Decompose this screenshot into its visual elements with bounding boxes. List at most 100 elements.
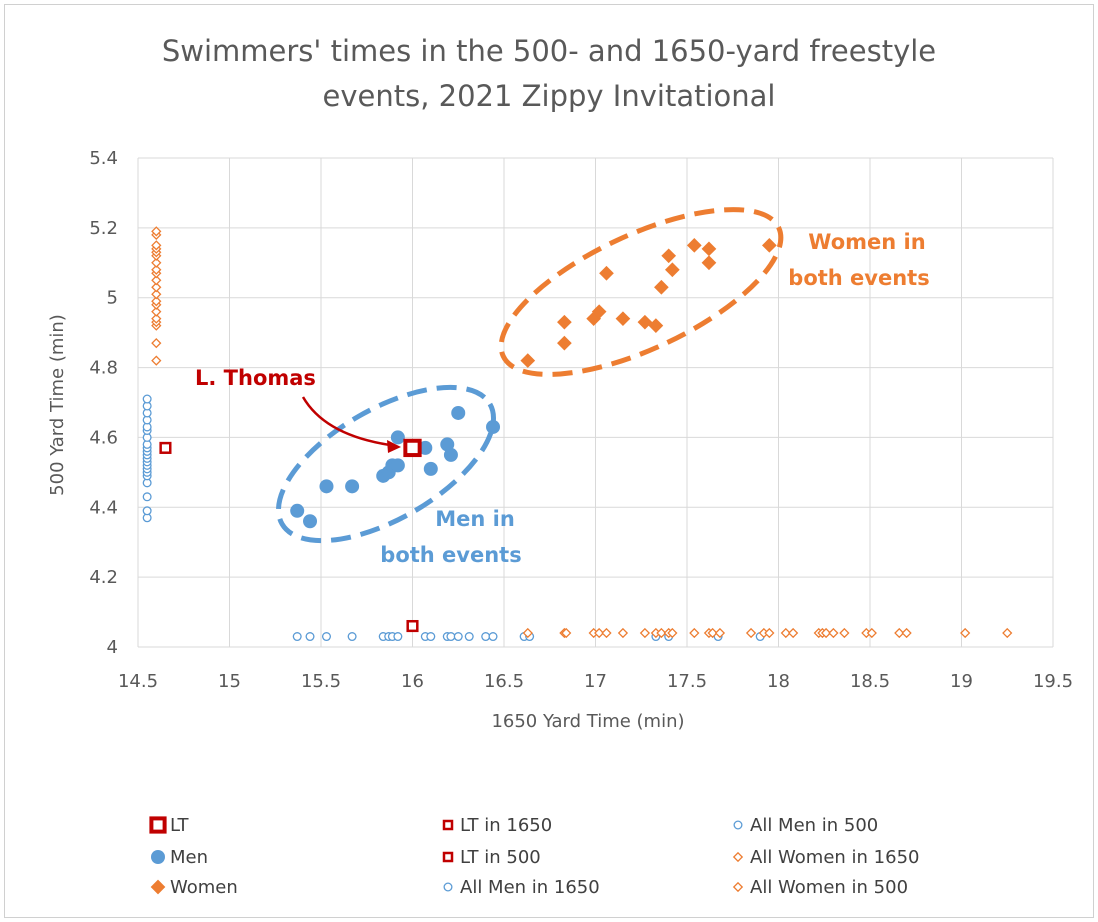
point-all-men-in-1650 — [453, 632, 463, 642]
point-women — [665, 262, 680, 278]
point-women — [586, 311, 602, 327]
point-all-women-in-500 — [151, 338, 162, 349]
point-all-women-in-1650 — [639, 627, 651, 639]
data-points — [142, 226, 1013, 642]
point-men — [290, 503, 305, 518]
y-tick-label: 4.6 — [89, 427, 118, 448]
point-women — [637, 314, 653, 330]
point-women — [599, 265, 614, 281]
point-women — [615, 311, 631, 327]
point-women — [762, 237, 777, 253]
annotation-l-thomas: L. Thomas — [195, 366, 316, 390]
point-women — [557, 314, 572, 330]
point-lt-in-500 — [159, 441, 172, 454]
point-all-women-in-1650 — [707, 627, 718, 639]
point-all-men-in-500 — [142, 492, 152, 502]
legend-label-all-women-in-1650: All Women in 1650 — [750, 847, 919, 868]
point-all-women-in-1650 — [764, 627, 775, 639]
legend-marker-all-men-in-500 — [733, 820, 743, 830]
point-all-men-in-1650 — [426, 632, 436, 642]
point-all-men-in-1650 — [321, 632, 331, 642]
point-men — [451, 405, 466, 420]
point-men — [423, 461, 438, 476]
point-all-women-in-1650 — [601, 627, 612, 639]
point-all-women-in-500 — [151, 264, 162, 275]
point-lt — [403, 438, 422, 458]
point-women — [661, 248, 677, 264]
x-tick-label: 15.5 — [301, 671, 341, 692]
legend-marker-all-men-in-1650 — [443, 882, 453, 892]
legend-marker-lt-in-500 — [442, 851, 454, 863]
point-women — [648, 318, 664, 334]
x-tick-label: 18 — [767, 671, 790, 692]
point-all-women-in-1650 — [828, 627, 839, 639]
legend-marker-all-women-in-500 — [732, 881, 744, 893]
point-all-women-in-1650 — [1002, 627, 1013, 639]
point-men — [390, 430, 405, 445]
x-tick-label: 17 — [584, 671, 607, 692]
y-tick-label: 5.4 — [89, 148, 118, 169]
l-thomas-arrowhead — [387, 440, 401, 453]
point-all-women-in-1650 — [714, 627, 726, 639]
point-all-women-in-1650 — [667, 627, 678, 639]
point-all-women-in-500 — [151, 226, 162, 237]
point-all-women-in-500 — [151, 306, 162, 317]
legend-label-women: Women — [170, 877, 238, 898]
point-all-women-in-1650 — [617, 627, 629, 639]
legend-label-all-women-in-500: All Women in 500 — [750, 877, 908, 898]
point-all-women-in-1650 — [780, 627, 791, 639]
point-all-women-in-1650 — [656, 627, 667, 639]
y-axis-tick-labels: 4 4.2 4.4 4.6 4.8 5 5.2 5.4 — [89, 148, 118, 658]
x-tick-label: 19.5 — [1033, 671, 1073, 692]
point-all-men-in-1650 — [292, 632, 302, 642]
y-tick-label: 5.2 — [89, 218, 118, 239]
point-women — [686, 237, 702, 253]
chart-title: Swimmers' times in the 500- and 1650-yar… — [162, 34, 936, 113]
men-cluster-ellipse — [276, 384, 496, 544]
scatter-chart: Swimmers' times in the 500- and 1650-yar… — [47, 34, 1073, 898]
x-axis-title: 1650 Yard Time (min) — [491, 711, 684, 732]
point-all-women-in-1650 — [689, 627, 700, 639]
point-men — [319, 479, 334, 494]
annotation-women-line-1: Women in — [808, 230, 925, 254]
point-all-women-in-1650 — [788, 627, 799, 639]
point-all-women-in-1650 — [522, 627, 533, 639]
point-men — [303, 514, 318, 529]
point-men — [390, 458, 405, 473]
point-women — [701, 255, 717, 271]
l-thomas-arrow — [301, 396, 391, 447]
point-women — [591, 304, 607, 320]
point-all-women-in-1650 — [594, 627, 605, 639]
x-tick-label: 18.5 — [850, 671, 890, 692]
point-all-men-in-1650 — [464, 632, 474, 642]
point-men — [418, 440, 433, 455]
chart-title-line-1: Swimmers' times in the 500- and 1650-yar… — [162, 34, 936, 68]
point-all-women-in-1650 — [820, 627, 832, 639]
y-tick-label: 5 — [107, 288, 118, 309]
point-all-women-in-500 — [151, 313, 162, 324]
chart-title-line-2: events, 2021 Zippy Invitational — [323, 79, 776, 113]
point-all-women-in-1650 — [866, 627, 877, 639]
point-all-women-in-500 — [151, 296, 162, 307]
y-tick-label: 4 — [107, 637, 118, 658]
legend-label-men: Men — [170, 847, 208, 868]
y-tick-label: 4.2 — [89, 567, 118, 588]
legend-marker-lt — [149, 816, 167, 834]
point-all-women-in-1650 — [561, 627, 572, 639]
legend: LT Men Women LT in 1650 LT in 500 All Men in … — [149, 815, 919, 898]
point-women — [520, 353, 536, 368]
point-all-men-in-1650 — [446, 632, 456, 642]
chart-frame: Swimmers' times in the 500- and 1650-yar… — [4, 4, 1094, 918]
point-all-women-in-500 — [151, 240, 162, 251]
legend-marker-all-women-in-1650 — [732, 851, 744, 863]
point-all-men-in-1650 — [305, 632, 315, 642]
x-axis-tick-labels: 14.5 15 15.5 16 16.5 17 17.5 18 18.5 19 19.5 — [118, 671, 1073, 692]
x-tick-label: 16.5 — [484, 671, 524, 692]
x-tick-label: 15 — [218, 671, 241, 692]
annotation-women-line-2: both events — [788, 266, 929, 290]
point-women — [557, 335, 572, 351]
point-all-women-in-1650 — [960, 627, 971, 639]
legend-label-all-men-in-500: All Men in 500 — [750, 815, 878, 836]
point-all-men-in-1650 — [393, 632, 403, 642]
point-all-women-in-500 — [151, 355, 162, 366]
